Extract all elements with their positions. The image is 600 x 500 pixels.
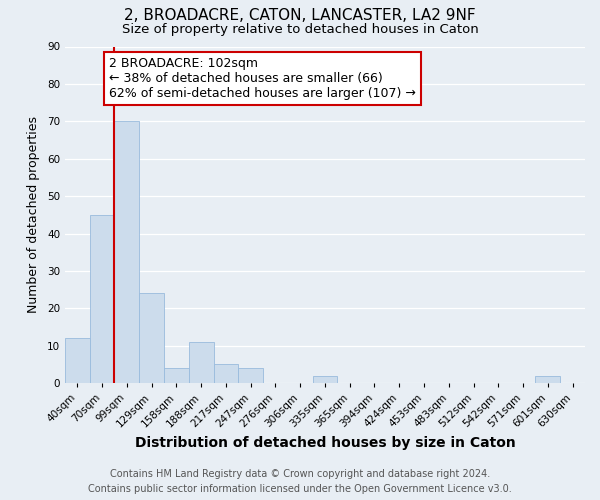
- Bar: [115, 122, 139, 383]
- Bar: [89, 215, 115, 383]
- Y-axis label: Number of detached properties: Number of detached properties: [27, 116, 40, 314]
- Bar: [189, 342, 214, 383]
- Bar: [65, 338, 89, 383]
- Text: Contains HM Land Registry data © Crown copyright and database right 2024.
Contai: Contains HM Land Registry data © Crown c…: [88, 469, 512, 494]
- Bar: [164, 368, 189, 383]
- X-axis label: Distribution of detached houses by size in Caton: Distribution of detached houses by size …: [134, 436, 515, 450]
- Bar: [238, 368, 263, 383]
- Text: 2, BROADACRE, CATON, LANCASTER, LA2 9NF: 2, BROADACRE, CATON, LANCASTER, LA2 9NF: [124, 8, 476, 22]
- Bar: [535, 376, 560, 383]
- Bar: [139, 294, 164, 383]
- Bar: [313, 376, 337, 383]
- Text: 2 BROADACRE: 102sqm
← 38% of detached houses are smaller (66)
62% of semi-detach: 2 BROADACRE: 102sqm ← 38% of detached ho…: [109, 56, 416, 100]
- Bar: [214, 364, 238, 383]
- Text: Size of property relative to detached houses in Caton: Size of property relative to detached ho…: [122, 22, 478, 36]
